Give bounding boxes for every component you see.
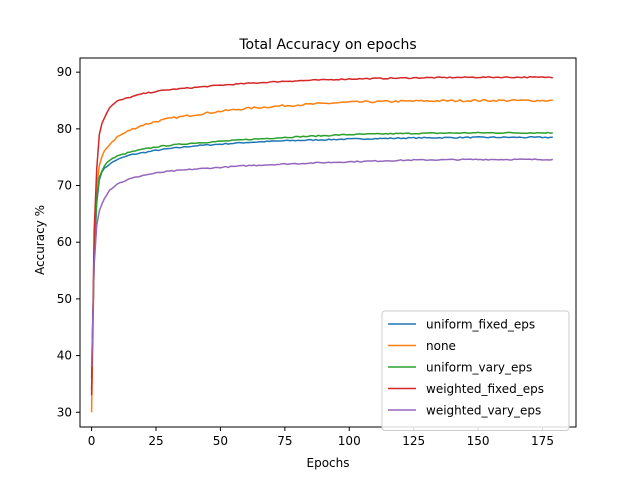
series-line-weighted-fixed-eps [90,75,553,396]
y-tick-label: 80 [57,122,72,136]
legend-box [381,310,570,431]
series-layer [90,75,553,413]
legend-label: none [426,339,456,353]
legend-label: weighted_vary_eps [426,404,541,418]
x-tick-label: 50 [213,434,228,448]
x-tick-label: 75 [277,434,292,448]
y-tick-label: 60 [57,235,72,249]
series-line-uniform-fixed-eps [90,136,553,379]
chart-title: Total Accuracy on epochs [238,37,416,53]
x-tick-label: 0 [88,434,96,448]
x-tick-label: 175 [531,434,554,448]
x-tick-label: 25 [148,434,163,448]
x-tick-label: 125 [402,434,425,448]
y-tick-label: 90 [57,65,72,79]
legend-label: uniform_vary_eps [426,361,532,375]
series-line-none [90,98,553,413]
y-tick-label: 30 [57,405,72,419]
y-tick-label: 70 [57,179,72,193]
axes-layer: 0 25 50 75 100 125 150 175 30 40 50 60 70 80 90 [57,57,577,448]
y-axis-title: Accuracy % [33,205,47,275]
legend-label: uniform_fixed_eps [426,318,535,332]
y-tick-label: 40 [57,349,72,363]
x-tick-label: 100 [338,434,361,448]
x-axis-title: Epochs [307,456,350,470]
legend-label: weighted_fixed_eps [426,382,544,396]
series-line-weighted-vary-eps [90,158,553,367]
y-tick-label: 50 [57,292,72,306]
series-line-uniform-vary-eps [90,131,553,390]
x-tick-label: 150 [467,434,490,448]
